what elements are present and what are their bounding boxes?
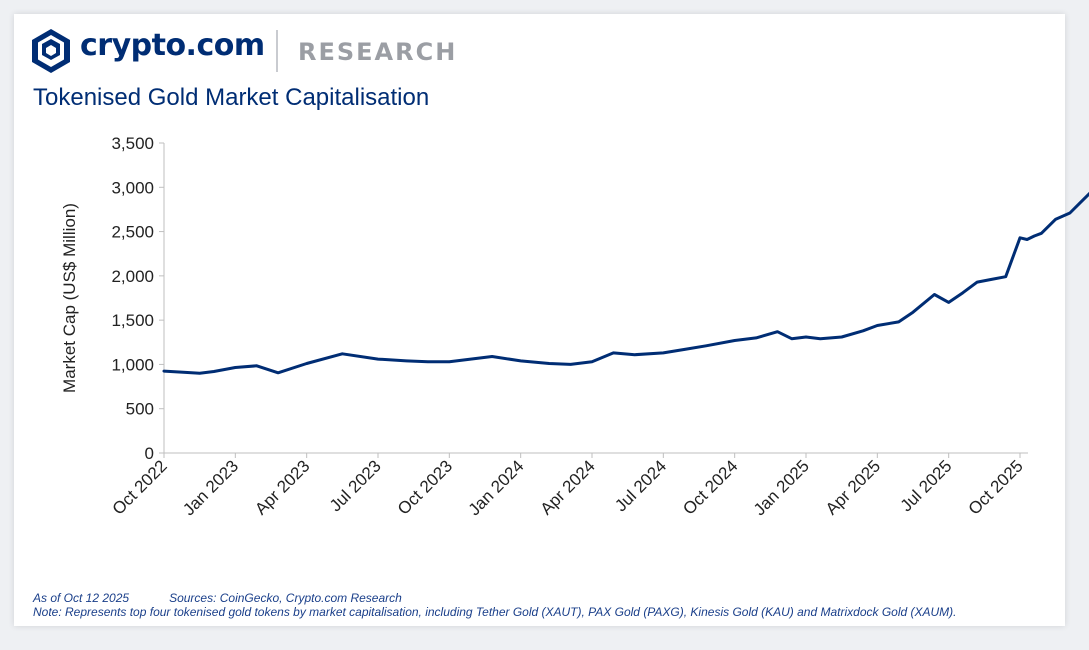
section-label: RESEARCH	[298, 38, 458, 66]
data-point	[733, 339, 736, 342]
data-point	[1040, 232, 1043, 235]
data-point	[897, 321, 900, 323]
chart-card	[14, 14, 1065, 626]
chart-title: Tokenised Gold Market Capitalisation	[33, 84, 430, 111]
x-tick-label: Apr 2024	[537, 456, 599, 518]
y-tick-label: 2,500	[111, 223, 154, 242]
data-point	[1054, 218, 1057, 220]
data-point	[569, 363, 572, 366]
data-point	[705, 345, 707, 347]
x-tick-label: Oct 2025	[965, 456, 1027, 518]
data-point	[1004, 275, 1007, 278]
x-tick-label: Oct 2024	[679, 456, 741, 518]
data-point	[805, 336, 807, 338]
x-tick-label: Jul 2023	[326, 456, 385, 515]
y-tick-label: 3,500	[111, 134, 154, 153]
data-point	[840, 336, 843, 338]
data-point	[427, 361, 429, 363]
data-point	[790, 337, 793, 340]
data-point	[634, 353, 636, 356]
data-point	[819, 337, 822, 340]
data-point	[1069, 212, 1071, 214]
data-point	[405, 360, 408, 362]
y-tick-label: 2,000	[111, 267, 154, 286]
data-point	[255, 365, 258, 367]
x-tick-label: Jul 2024	[611, 456, 670, 515]
x-tick-label: Apr 2023	[251, 456, 313, 518]
data-point	[662, 352, 665, 354]
y-tick-label: 500	[126, 400, 154, 419]
data-point	[976, 281, 978, 283]
data-point	[341, 353, 344, 355]
data-point	[755, 337, 757, 339]
data-point	[198, 372, 201, 375]
data-point	[612, 352, 615, 354]
as-of-date: As of Oct 12 2025	[33, 591, 130, 605]
footer-note: Note: Represents top four tokenised gold…	[33, 605, 957, 619]
data-point	[519, 360, 522, 362]
crypto-com-logo-icon	[32, 29, 70, 73]
data-point	[776, 330, 779, 333]
sources-text: Sources: CoinGecko, Crypto.com Research	[169, 591, 402, 605]
x-tick-label: Jan 2025	[750, 456, 813, 519]
y-axis-label: Market Cap (US$ Million)	[60, 203, 79, 393]
data-point	[912, 311, 914, 314]
data-point	[1026, 238, 1028, 241]
series-line-market-cap	[162, 191, 1089, 375]
footer-line-1: As of Oct 12 2025 Sources: CoinGecko, Cry…	[33, 591, 402, 605]
data-point	[862, 330, 864, 332]
x-tick-label: Jan 2023	[179, 456, 242, 519]
x-tick-label: Jan 2024	[465, 456, 528, 519]
x-tick-label: Jul 2025	[897, 456, 956, 515]
data-point	[947, 301, 950, 304]
x-tick-label: Oct 2023	[394, 456, 456, 518]
data-point	[962, 291, 964, 294]
data-point	[234, 366, 237, 369]
data-point	[491, 355, 493, 358]
data-point	[213, 370, 215, 373]
x-tick-label: Oct 2022	[109, 456, 171, 518]
x-tick-label: Apr 2025	[822, 456, 884, 518]
y-tick-label: 1,500	[111, 311, 154, 330]
data-point	[548, 362, 550, 365]
header-divider	[276, 30, 278, 72]
data-point	[163, 370, 165, 372]
data-point	[990, 278, 993, 281]
y-tick-label: 3,000	[111, 178, 154, 197]
data-point	[1019, 237, 1021, 239]
data-point	[448, 361, 451, 363]
data-point	[683, 348, 686, 351]
data-point	[184, 371, 187, 374]
data-point	[933, 293, 936, 296]
data-point	[876, 324, 879, 327]
data-point	[277, 372, 279, 374]
y-tick-label: 0	[145, 444, 154, 463]
data-point	[1033, 235, 1036, 237]
y-tick-label: 1,000	[111, 355, 154, 374]
data-point	[305, 362, 308, 365]
data-point	[1079, 201, 1082, 204]
brand-name: crypto.com	[80, 28, 265, 63]
data-point	[377, 358, 379, 360]
data-point	[591, 361, 593, 363]
data-point	[469, 358, 472, 360]
